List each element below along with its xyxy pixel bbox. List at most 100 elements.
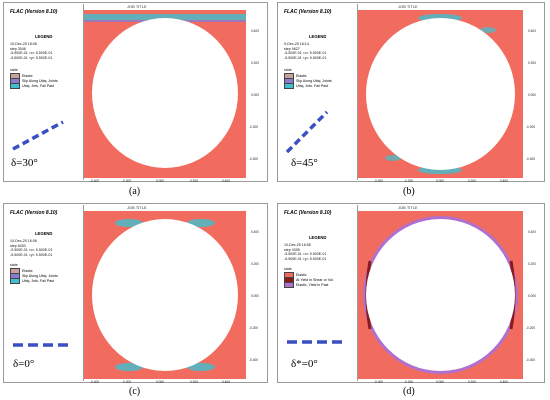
run-date: 10-Dec-25 18:08 — [10, 42, 37, 46]
joint-angle-label: δ=30° — [11, 157, 38, 169]
key-label: Elastic, Yield in Past — [296, 282, 329, 287]
x-tick: 0.200 — [468, 179, 476, 183]
rock-mass-plot — [84, 10, 246, 178]
x-tick: -0.400 — [90, 380, 100, 384]
y-tick: 0.400 — [528, 230, 536, 234]
joint-orientation — [285, 110, 329, 154]
y-tick: 0.000 — [528, 93, 536, 97]
x-tick: 0.200 — [468, 380, 476, 384]
key-label: Elastic — [296, 272, 307, 277]
x-tick: -0.200 — [122, 380, 132, 384]
legend-column: FLAC (Version 8.10) LEGEND 10-Dec-25 16:… — [5, 205, 84, 381]
x-tick: -0.400 — [374, 380, 384, 384]
run-step: step 3546 — [10, 46, 26, 51]
x-range: -5.500E-01 <x< 5.500E-01 — [10, 248, 53, 253]
job-title: JOB TITLE — [127, 4, 147, 9]
job-title: JOB TITLE — [398, 4, 418, 9]
panel-b: JOB TITLE FLAC (Version 8.10) LEGEND 9-D… — [277, 2, 545, 199]
x-tick: -0.200 — [404, 380, 414, 384]
flac-plot-frame: JOB TITLE FLAC (Version 8.10) LEGEND 10-… — [3, 203, 268, 384]
x-tick: 0.400 — [500, 179, 508, 183]
x-tick: 0.000 — [436, 380, 444, 384]
key-label: Slip Along Ubiq. Joints — [22, 273, 58, 278]
rock-mass-plot — [84, 211, 246, 379]
legend-key-3: Ubiq. Jnts. Fail Past — [284, 83, 328, 89]
caption: (d) — [403, 386, 415, 397]
flac-version: FLAC (Version 8.10) — [10, 210, 58, 216]
x-tick: -0.400 — [374, 179, 384, 183]
swatch — [10, 278, 20, 284]
x-tick: -0.200 — [404, 179, 414, 183]
y-tick: 0.200 — [251, 61, 259, 65]
y-tick: 0.000 — [528, 294, 536, 298]
y-tick: -0.200 — [526, 326, 536, 330]
joint-angle-label: δ=45° — [291, 157, 318, 169]
key-label: Slip Along Ubiq. Joints — [22, 78, 58, 83]
key-label: Elastic — [22, 73, 33, 78]
key-label: At Yield in Shear or Vol. — [296, 277, 334, 282]
y-tick: 0.000 — [251, 294, 259, 298]
key-label: Elastic — [296, 73, 307, 78]
y-tick: 0.400 — [528, 29, 536, 33]
legend-title: LEGEND — [35, 34, 53, 39]
tunnel-opening — [92, 219, 238, 371]
legend-key-3: Elastic, Yield in Past — [284, 282, 328, 288]
swatch — [10, 83, 20, 89]
legend-title: LEGEND — [309, 34, 327, 39]
y-tick: -0.400 — [526, 358, 536, 362]
caption: (c) — [129, 386, 141, 397]
legend-column: FLAC (Version 8.10) LEGEND 10-Dec-25 18:… — [5, 4, 84, 180]
legend-key-3: Ubiq. Jnts. Fail Past — [10, 83, 54, 89]
run-info: 10-Dec-25 16:55 step 4395 -5.500E-01 <x<… — [284, 243, 326, 261]
legend-column: FLAC (Version 8.10) LEGEND 9-Dec-25 16:1… — [279, 4, 358, 180]
x-range: -5.500E-01 <x< 5.500E-01 — [10, 51, 53, 56]
x-tick: 0.200 — [190, 179, 198, 183]
x-tick: 0.200 — [190, 380, 198, 384]
run-date: 10-Dec-25 16:55 — [284, 243, 311, 247]
key-label: Ubiq. Jnts. Fail Past — [22, 278, 54, 283]
key-label: Elastic — [22, 268, 33, 273]
y-tick: 0.200 — [251, 262, 259, 266]
y-tick: 0.400 — [251, 230, 259, 234]
legend-column: FLAC (Version 8.10) LEGEND 10-Dec-25 16:… — [279, 205, 358, 381]
run-step: step 6053 — [10, 243, 26, 248]
run-info: 10-Dec-25 16:06 step 6053 -5.500E-01 <x<… — [10, 239, 52, 257]
flac-plot-frame: JOB TITLE FLAC (Version 8.10) LEGEND 10-… — [3, 2, 268, 183]
job-title: JOB TITLE — [398, 205, 418, 210]
x-tick: 0.400 — [500, 380, 508, 384]
y-tick: -0.200 — [249, 326, 259, 330]
run-date: 9-Dec-25 16:14 — [284, 42, 309, 46]
x-tick: 0.000 — [436, 179, 444, 183]
key-label: Ubiq. Jnts. Fail Past — [22, 83, 54, 88]
key-label: Ubiq. Jnts. Fail Past — [296, 83, 328, 88]
legend-title: LEGEND — [309, 235, 327, 240]
flac-version: FLAC (Version 8.10) — [284, 9, 332, 15]
y-tick: 0.200 — [528, 262, 536, 266]
joint-angle-label: δ=0° — [13, 358, 35, 370]
y-tick: -0.400 — [526, 157, 536, 161]
flac-version: FLAC (Version 8.10) — [284, 210, 332, 216]
caption: (b) — [403, 186, 415, 197]
flac-plot-frame: JOB TITLE FLAC (Version 8.10) LEGEND 9-D… — [277, 2, 545, 183]
run-step: step 4395 — [284, 247, 300, 252]
job-title: JOB TITLE — [127, 205, 147, 210]
run-date: 10-Dec-25 16:06 — [10, 239, 37, 243]
state-label: state — [10, 68, 18, 72]
panel-a: JOB TITLE FLAC (Version 8.10) LEGEND 10-… — [3, 2, 268, 199]
run-info: 9-Dec-25 16:14 step 9627 -5.500E-01 <x< … — [284, 42, 326, 60]
legend-title: LEGEND — [35, 231, 53, 236]
state-label: state — [284, 68, 292, 72]
x-tick: 0.400 — [222, 380, 230, 384]
run-step: step 9627 — [284, 46, 300, 51]
y-tick: 0.400 — [251, 29, 259, 33]
tunnel-opening — [366, 18, 515, 170]
y-tick: -0.200 — [526, 125, 536, 129]
y-tick: 0.000 — [251, 93, 259, 97]
joint-angle-label: δ*=0° — [291, 358, 318, 370]
panel-c: JOB TITLE FLAC (Version 8.10) LEGEND 10-… — [3, 203, 268, 400]
state-label: state — [10, 263, 18, 267]
caption: (a) — [129, 186, 141, 197]
run-info: 10-Dec-25 18:08 step 3546 -5.500E-01 <x<… — [10, 42, 52, 60]
y-range: -5.500E-01 <y< 5.500E-01 — [284, 256, 327, 261]
key-label: Slip Along Ubiq. Joints — [296, 78, 332, 83]
